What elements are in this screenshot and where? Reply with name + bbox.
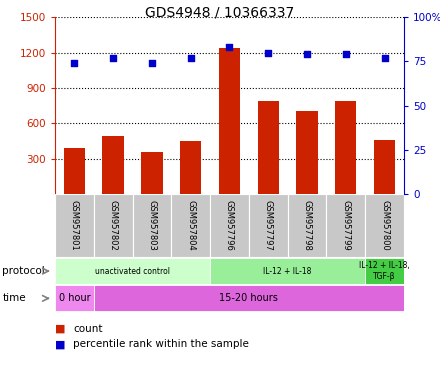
Bar: [55, 258, 210, 285]
Bar: [103, 136, 124, 194]
Point: [226, 44, 233, 50]
Text: 15-20 hours: 15-20 hours: [220, 293, 278, 303]
Bar: [365, 258, 404, 285]
Text: protocol: protocol: [2, 266, 45, 276]
Bar: [219, 48, 240, 194]
Bar: [210, 194, 249, 257]
Bar: [335, 101, 356, 194]
Text: IL-12 + IL-18,
TGF-β: IL-12 + IL-18, TGF-β: [359, 262, 410, 281]
Text: ■: ■: [55, 339, 66, 349]
Text: time: time: [2, 293, 26, 303]
Bar: [180, 141, 202, 194]
Bar: [171, 194, 210, 257]
Text: GSM957797: GSM957797: [264, 200, 273, 251]
Bar: [141, 152, 163, 194]
Text: unactivated control: unactivated control: [95, 266, 170, 276]
Text: GSM957802: GSM957802: [109, 200, 117, 251]
Bar: [94, 285, 404, 311]
Text: GSM957803: GSM957803: [147, 200, 157, 251]
Bar: [257, 101, 279, 194]
Point: [342, 51, 349, 58]
Bar: [326, 194, 365, 257]
Bar: [365, 194, 404, 257]
Point: [381, 55, 388, 61]
Point: [187, 55, 194, 61]
Point: [71, 60, 78, 66]
Bar: [55, 285, 94, 311]
Bar: [64, 148, 85, 194]
Text: percentile rank within the sample: percentile rank within the sample: [73, 339, 249, 349]
Bar: [296, 111, 318, 194]
Text: GSM957800: GSM957800: [380, 200, 389, 251]
Text: 0 hour: 0 hour: [59, 293, 90, 303]
Text: GSM957804: GSM957804: [186, 200, 195, 251]
Bar: [55, 194, 94, 257]
Text: GSM957799: GSM957799: [341, 200, 350, 251]
Bar: [288, 194, 326, 257]
Text: GSM957798: GSM957798: [302, 200, 312, 251]
Text: ■: ■: [55, 324, 66, 334]
Text: GDS4948 / 10366337: GDS4948 / 10366337: [145, 6, 295, 20]
Bar: [94, 194, 132, 257]
Point: [110, 55, 117, 61]
Text: IL-12 + IL-18: IL-12 + IL-18: [264, 266, 312, 276]
Bar: [210, 258, 365, 285]
Text: count: count: [73, 324, 103, 334]
Point: [304, 51, 311, 58]
Point: [265, 50, 272, 56]
Bar: [374, 140, 395, 194]
Point: [148, 60, 155, 66]
Text: GSM957796: GSM957796: [225, 200, 234, 251]
Bar: [132, 194, 171, 257]
Bar: [249, 194, 288, 257]
Text: GSM957801: GSM957801: [70, 200, 79, 251]
